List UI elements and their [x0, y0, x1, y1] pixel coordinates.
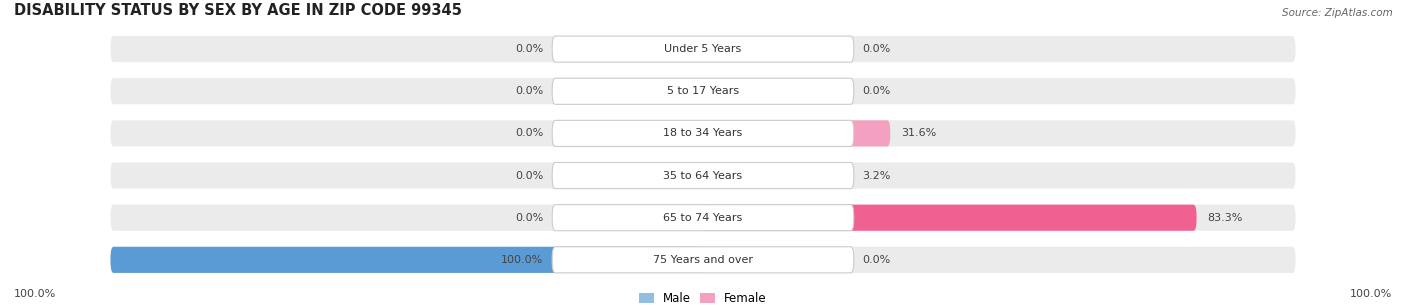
FancyBboxPatch shape: [703, 205, 1197, 231]
FancyBboxPatch shape: [111, 120, 1295, 146]
FancyBboxPatch shape: [553, 163, 853, 188]
FancyBboxPatch shape: [111, 205, 1295, 231]
Text: 0.0%: 0.0%: [516, 170, 544, 181]
Text: 100.0%: 100.0%: [14, 289, 56, 299]
FancyBboxPatch shape: [553, 120, 853, 146]
FancyBboxPatch shape: [111, 78, 1295, 104]
FancyBboxPatch shape: [111, 247, 1295, 273]
FancyBboxPatch shape: [553, 205, 853, 231]
Text: 31.6%: 31.6%: [901, 128, 936, 138]
FancyBboxPatch shape: [553, 247, 853, 273]
Text: 65 to 74 Years: 65 to 74 Years: [664, 213, 742, 223]
Text: 0.0%: 0.0%: [516, 213, 544, 223]
Text: 100.0%: 100.0%: [502, 255, 544, 265]
FancyBboxPatch shape: [703, 163, 721, 188]
Text: 83.3%: 83.3%: [1208, 213, 1243, 223]
Text: 100.0%: 100.0%: [1350, 289, 1392, 299]
Text: 75 Years and over: 75 Years and over: [652, 255, 754, 265]
Text: 5 to 17 Years: 5 to 17 Years: [666, 86, 740, 96]
FancyBboxPatch shape: [553, 78, 853, 104]
FancyBboxPatch shape: [111, 247, 703, 273]
Text: 18 to 34 Years: 18 to 34 Years: [664, 128, 742, 138]
FancyBboxPatch shape: [111, 36, 1295, 62]
Text: 0.0%: 0.0%: [516, 44, 544, 54]
FancyBboxPatch shape: [111, 163, 1295, 188]
Text: 0.0%: 0.0%: [862, 255, 890, 265]
Legend: Male, Female: Male, Female: [640, 292, 766, 305]
Text: Under 5 Years: Under 5 Years: [665, 44, 741, 54]
Text: 0.0%: 0.0%: [862, 44, 890, 54]
Text: 0.0%: 0.0%: [516, 128, 544, 138]
Text: 0.0%: 0.0%: [516, 86, 544, 96]
Text: 0.0%: 0.0%: [862, 86, 890, 96]
Text: DISABILITY STATUS BY SEX BY AGE IN ZIP CODE 99345: DISABILITY STATUS BY SEX BY AGE IN ZIP C…: [14, 2, 461, 17]
Text: 35 to 64 Years: 35 to 64 Years: [664, 170, 742, 181]
FancyBboxPatch shape: [553, 36, 853, 62]
FancyBboxPatch shape: [703, 120, 890, 146]
Text: Source: ZipAtlas.com: Source: ZipAtlas.com: [1282, 8, 1392, 17]
Text: 3.2%: 3.2%: [862, 170, 891, 181]
